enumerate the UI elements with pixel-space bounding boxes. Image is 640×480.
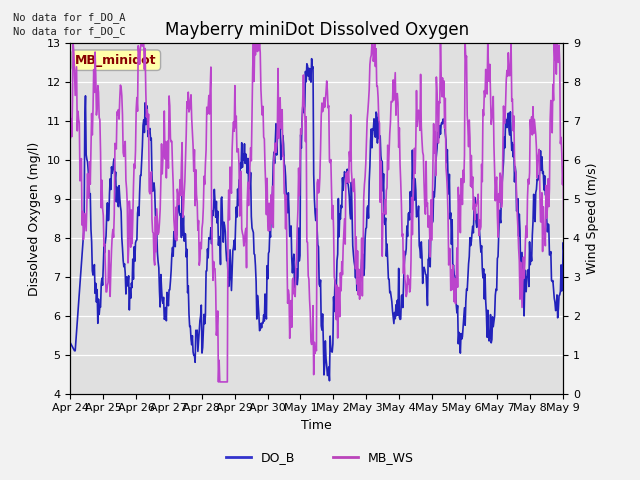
Legend: DO_B, MB_WS: DO_B, MB_WS <box>221 446 419 469</box>
Text: MB_minidot: MB_minidot <box>76 54 157 67</box>
X-axis label: Time: Time <box>301 419 332 432</box>
Y-axis label: Dissolved Oxygen (mg/l): Dissolved Oxygen (mg/l) <box>28 141 41 296</box>
Text: No data for f_DO_C: No data for f_DO_C <box>13 26 125 37</box>
Title: Mayberry miniDot Dissolved Oxygen: Mayberry miniDot Dissolved Oxygen <box>164 21 469 39</box>
Text: No data for f_DO_A: No data for f_DO_A <box>13 12 125 23</box>
Y-axis label: Wind Speed (m/s): Wind Speed (m/s) <box>586 163 598 274</box>
